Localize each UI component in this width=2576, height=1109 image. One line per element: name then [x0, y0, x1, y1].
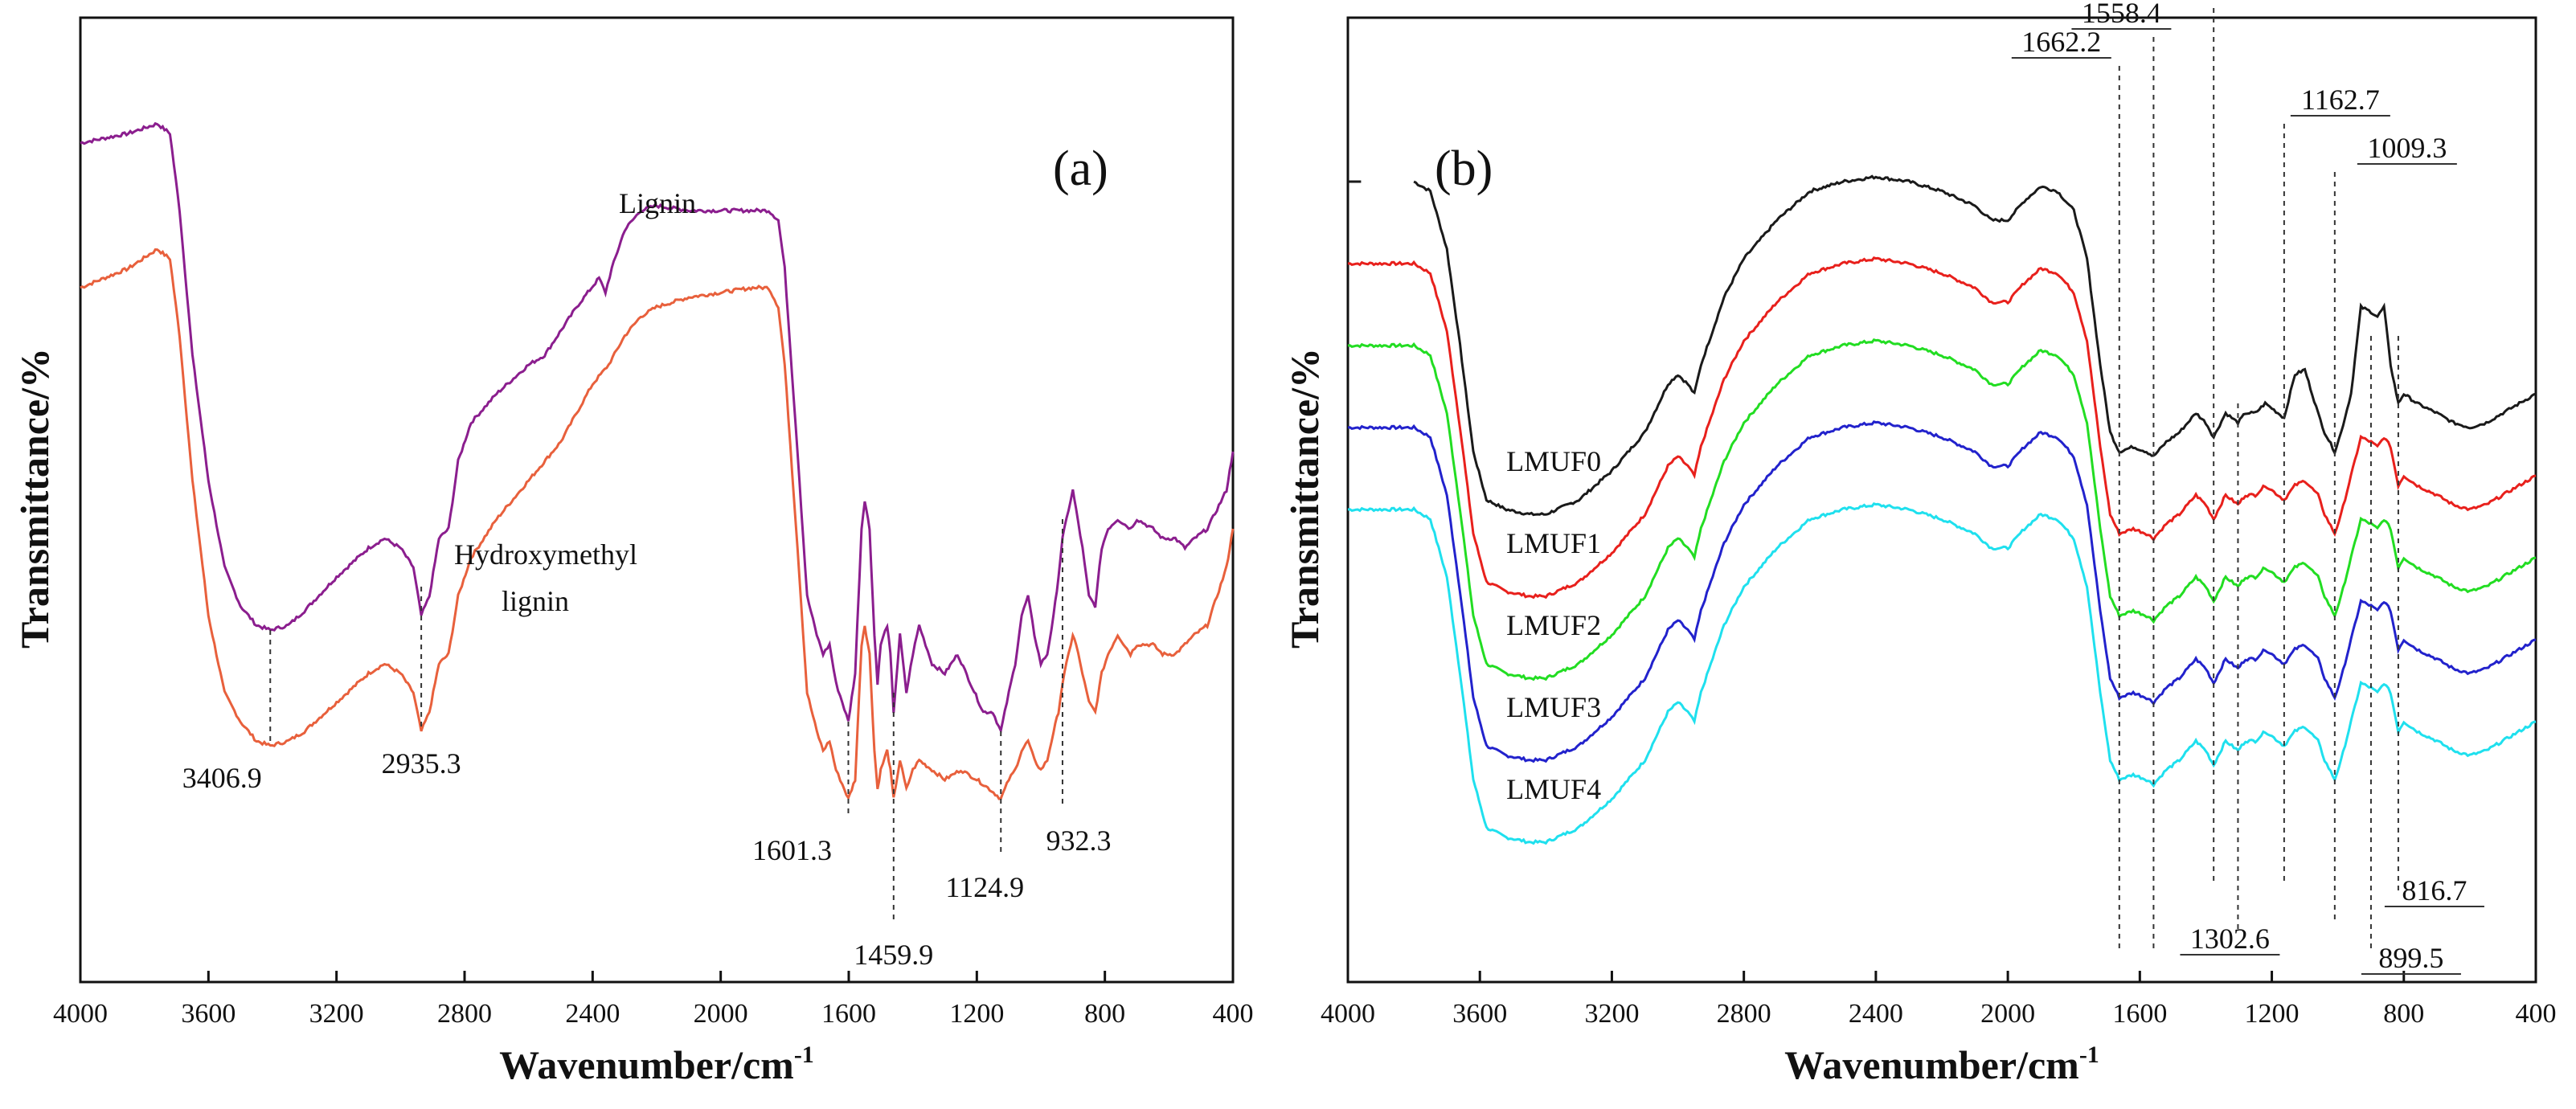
panel-b-series-label-lmuf4: LMUF4 — [1506, 773, 1601, 805]
panel-a-y-axis-title: Transmittance/% — [12, 348, 57, 649]
panel-a-series-label-hydroxymethyl-line1: Hydroxymethyl — [454, 538, 637, 571]
panel-a-tick-label-4000: 4000 — [53, 999, 108, 1029]
panel-a-series-line-lignin — [80, 121, 1235, 735]
panel-b-annotation-label-899-5: 899.5 — [2378, 942, 2443, 974]
panel-a-annotation-label-932-3: 932.3 — [1046, 825, 1111, 857]
panel-a-annotation-label-2935-3: 2935.3 — [382, 747, 461, 780]
panel-a-x-axis-title: Wavenumber/cm-1 — [499, 1041, 814, 1087]
panel-b-series-line-lmuf2 — [1347, 338, 2537, 681]
panel-b-plot-frame — [1346, 16, 2537, 984]
panel-a-x-ticks: 4000 3600 3200 2800 2400 2000 1600 1200 800 400 — [53, 971, 1254, 1029]
panel-b-series-line-lmuf1 — [1347, 256, 2537, 600]
panel-a-x-axis-title-sup: -1 — [794, 1041, 814, 1068]
panel-a-tick-label-400: 400 — [1213, 999, 1254, 1029]
panel-a-tick-label-1200: 1200 — [949, 999, 1004, 1029]
panel-b-series-label-lmuf0: LMUF0 — [1506, 445, 1601, 477]
panel-a-annotations: 3406.9 2935.3 1601.3 1459.9 1124.9 932.3 — [182, 519, 1111, 971]
panel-a-tick-label-2800: 2800 — [437, 999, 492, 1029]
panel-a: 4000 3600 3200 2800 2400 2000 1600 1200 800 400 3… — [12, 16, 1254, 1087]
panel-a-label: (a) — [1053, 141, 1108, 196]
panel-b-series-label-lmuf3: LMUF3 — [1506, 691, 1601, 723]
panel-b-series-labels: LMUF0 LMUF1 LMUF2 LMUF3 LMUF4 — [1506, 445, 1601, 805]
panel-b-annotations: 1662.21558.41376.31302.61162.71009.3899.… — [2011, 0, 2484, 975]
panel-b-tick-label-1600: 1600 — [2112, 999, 2167, 1029]
panel-b-annotation-label-1662-2: 1662.2 — [2021, 26, 2101, 58]
panel-a-tick-label-1600: 1600 — [821, 999, 876, 1029]
panel-a-x-axis-title-main: Wavenumber/cm — [499, 1042, 794, 1087]
panel-b-series-label-lmuf1: LMUF1 — [1506, 527, 1601, 559]
panel-b-tick-label-2400: 2400 — [1849, 999, 1903, 1029]
panel-b-x-axis-title: Wavenumber/cm-1 — [1784, 1041, 2099, 1087]
panel-b-tick-label-3200: 3200 — [1584, 999, 1639, 1029]
panel-b-series — [1347, 174, 2537, 845]
panel-b-tick-label-2000: 2000 — [1980, 999, 2035, 1029]
panel-b-series-line-lmuf0 — [1413, 174, 2537, 517]
panel-b-tick-label-800: 800 — [2383, 999, 2424, 1029]
panel-a-annotation-label-1601-3: 1601.3 — [752, 834, 832, 866]
panel-a-annotation-label-1459-9: 1459.9 — [854, 939, 933, 971]
panel-a-annotation-label-3406-9: 3406.9 — [182, 762, 262, 794]
panel-a-tick-label-800: 800 — [1084, 999, 1125, 1029]
panel-b-series-line-lmuf4 — [1347, 502, 2537, 845]
panel-a-series-label-hydroxymethyl-line2: lignin — [502, 585, 569, 617]
panel-a-tick-label-3600: 3600 — [181, 999, 235, 1029]
panel-b-y-axis-title: Transmittance/% — [1282, 348, 1327, 649]
panel-a-series-label-lignin: Lignin — [619, 187, 696, 219]
panel-b: 4000 3600 3200 2800 2400 2000 1600 1200 800 400 L… — [1282, 0, 2557, 1087]
panel-b-x-ticks: 4000 3600 3200 2800 2400 2000 1600 1200 800 400 — [1321, 971, 2557, 1029]
panel-b-tick-label-4000: 4000 — [1321, 999, 1375, 1029]
panel-b-annotation-label-1302-6: 1302.6 — [2190, 923, 2270, 955]
panel-b-tick-label-3600: 3600 — [1452, 999, 1507, 1029]
panel-a-tick-label-2400: 2400 — [565, 999, 620, 1029]
panel-a-tick-label-2000: 2000 — [694, 999, 748, 1029]
panel-b-annotation-label-1558-4: 1558.4 — [2082, 0, 2161, 29]
panel-b-annotation-label-816-7: 816.7 — [2402, 874, 2467, 906]
panel-a-plot-frame — [79, 16, 1235, 984]
panel-b-tick-label-400: 400 — [2516, 999, 2557, 1029]
panel-b-x-axis-title-sup: -1 — [2079, 1041, 2099, 1068]
panel-a-series-line-hydroxymethyl-lignin — [80, 248, 1235, 801]
panel-b-tick-label-1200: 1200 — [2245, 999, 2300, 1029]
panel-a-annotation-label-1124-9: 1124.9 — [945, 871, 1024, 903]
panel-b-series-line-lmuf3 — [1347, 420, 2537, 763]
panel-b-x-axis-title-main: Wavenumber/cm — [1784, 1042, 2079, 1087]
panel-b-series-label-lmuf2: LMUF2 — [1506, 609, 1601, 641]
panel-b-annotation-label-1009-3: 1009.3 — [2367, 132, 2447, 164]
panel-a-tick-label-3200: 3200 — [309, 999, 364, 1029]
panel-b-label: (b) — [1435, 141, 1493, 196]
panel-b-annotation-label-1162-7: 1162.7 — [2301, 84, 2380, 116]
panel-b-tick-label-2800: 2800 — [1717, 999, 1771, 1029]
panel-a-series — [80, 121, 1235, 801]
